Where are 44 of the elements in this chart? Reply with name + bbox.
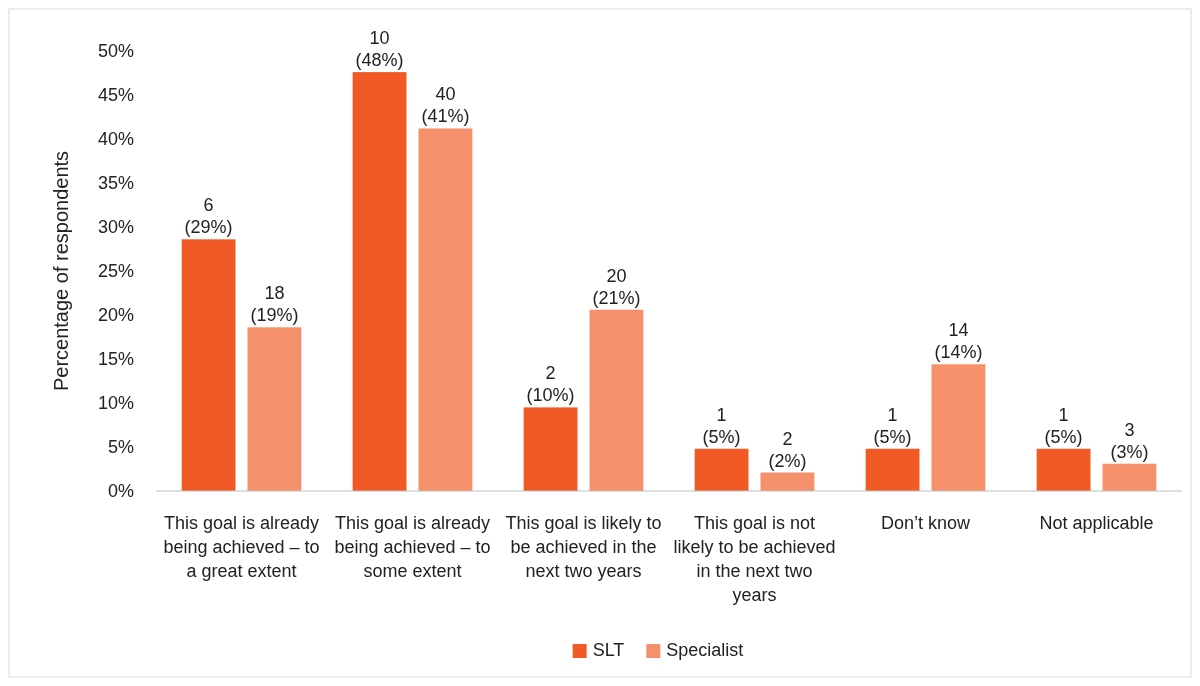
x-tick-label: This goal is already being achieved – to some extent	[334, 513, 491, 581]
y-tick-label: 35%	[97, 173, 134, 194]
data-label: 10 (48%)	[355, 28, 404, 71]
data-label: 6 (29%)	[184, 195, 233, 238]
y-axis-title: Percentage of respondents	[50, 150, 72, 392]
bar	[931, 364, 986, 491]
data-label: 2 (10%)	[526, 363, 575, 406]
y-tick-label: 15%	[97, 349, 134, 370]
data-label: 2 (2%)	[768, 428, 807, 471]
y-tick-label: 20%	[97, 305, 134, 326]
y-tick-label: 30%	[97, 217, 134, 238]
x-tick-label: This goal is likely to be achieved in the next two years	[505, 513, 662, 581]
x-tick-label: Don’t know	[880, 513, 972, 533]
bar	[694, 448, 749, 491]
bar	[523, 407, 578, 491]
bar	[1102, 463, 1157, 491]
bar	[865, 448, 920, 491]
x-tick-label: This goal is not likely to be achieved in the next two years	[673, 513, 836, 605]
y-tick-label: 45%	[97, 85, 134, 106]
bar	[589, 309, 644, 491]
data-label: 1 (5%)	[702, 404, 741, 447]
y-tick-label: 40%	[97, 129, 134, 150]
data-label: 14 (14%)	[934, 320, 983, 363]
y-tick-label: 5%	[107, 437, 134, 458]
bar	[418, 128, 473, 491]
legend-label: Specialist	[666, 640, 744, 660]
data-label: 1 (5%)	[1044, 404, 1083, 447]
data-label: 18 (19%)	[250, 283, 299, 326]
data-label: 20 (21%)	[592, 265, 641, 308]
y-tick-label: 10%	[97, 393, 134, 414]
y-tick-label: 0%	[107, 481, 134, 502]
bar	[181, 239, 236, 491]
bar	[247, 327, 302, 491]
y-tick-label: 50%	[97, 41, 134, 62]
legend-label: SLT	[592, 640, 625, 660]
data-label: 40 (41%)	[421, 84, 470, 127]
x-tick-label: This goal is already being achieved – to a great extent	[163, 513, 320, 581]
bar	[1036, 448, 1091, 491]
bar	[760, 472, 815, 491]
data-label: 1 (5%)	[873, 404, 912, 447]
data-label: 3 (3%)	[1110, 419, 1149, 462]
bar	[352, 72, 407, 491]
y-tick-label: 25%	[97, 261, 134, 282]
x-tick-label: Not applicable	[1039, 513, 1154, 533]
